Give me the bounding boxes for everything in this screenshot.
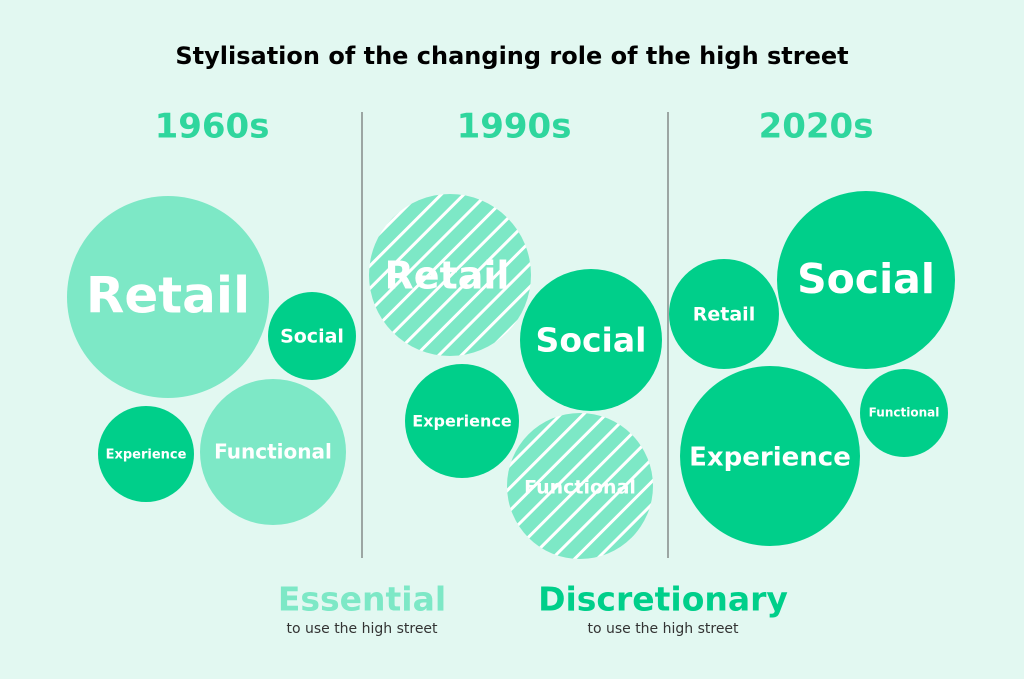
bubble: [98, 406, 194, 502]
bubble-label: Retail: [86, 267, 250, 325]
bubble: [520, 269, 662, 411]
bubble-label: Experience: [689, 443, 851, 473]
bubble-label: Functional: [869, 406, 940, 420]
bubble: [405, 364, 519, 478]
period-label: 2020s: [759, 107, 874, 147]
bubble-label: Retail: [385, 254, 510, 298]
bubble-label: Social: [797, 255, 935, 303]
title: Stylisation of the changing role of the …: [175, 42, 848, 70]
bubble: [669, 259, 779, 369]
legend-label: Essential: [278, 580, 446, 619]
bubble: [67, 196, 269, 398]
bubble: [860, 369, 948, 457]
bubble-label: Functional: [524, 477, 636, 499]
bubble-label: Functional: [214, 440, 332, 464]
bubble-label: Experience: [106, 448, 187, 463]
period-label: 1960s: [155, 107, 270, 147]
bubble: [369, 194, 531, 356]
bubble: [507, 413, 653, 559]
bubble-label: Retail: [693, 304, 755, 326]
legend-label: Discretionary: [538, 580, 788, 619]
bubble: [777, 191, 955, 369]
bubble: [680, 366, 860, 546]
period-label: 1990s: [457, 107, 572, 147]
bubble-label: Social: [280, 326, 344, 348]
bubble-label: Experience: [412, 412, 512, 431]
bubble: [200, 379, 346, 525]
legend-note: to use the high street: [286, 621, 438, 637]
bubble-label: Social: [536, 321, 647, 360]
bubble: [268, 292, 356, 380]
legend-note: to use the high street: [587, 621, 739, 637]
